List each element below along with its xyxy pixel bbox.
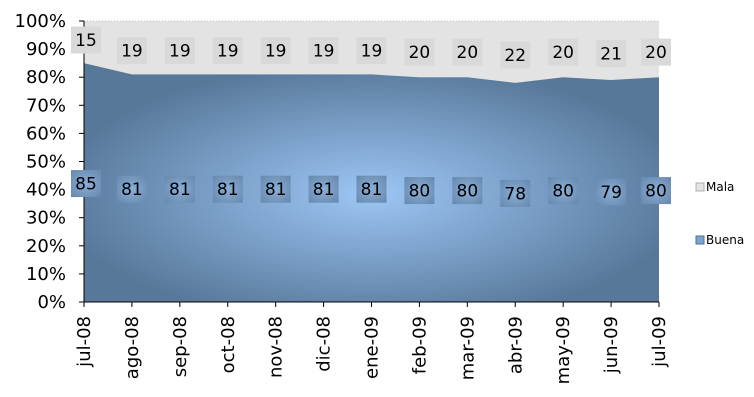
buena-data-label: 80 [645,182,667,202]
mala-label-box [212,37,243,65]
buena-data-label: 81 [217,180,239,200]
buena-label-box [260,175,291,203]
mala-label-box [308,37,339,65]
mala-label-box [116,37,147,65]
buena-data-label: 80 [409,182,431,202]
mala-data-label: 19 [361,42,383,62]
mala-data-label: 19 [313,42,335,62]
x-tick-label: nov-08 [266,316,287,378]
mala-label-box [548,38,579,66]
y-tick-label: 100% [15,11,66,32]
x-tick-label: jun-09 [601,316,622,374]
x-tick-label: may-09 [553,316,574,384]
buena-data-label: 81 [313,180,335,200]
x-tick-label: abr-09 [505,316,526,374]
mala-data-label: 20 [409,43,431,63]
y-tick-label: 10% [26,264,66,285]
mala-data-label: 22 [504,46,526,66]
buena-label-box [596,178,627,206]
legend-item-mala: Mala [695,180,734,194]
mala-label-box [404,38,435,66]
x-tick-label: feb-09 [409,316,430,374]
buena-label-box [404,177,435,205]
buena-data-label: 80 [552,182,574,202]
y-tick-label: 50% [26,152,66,173]
buena-label-box [356,175,387,203]
mala-data-label: 15 [75,31,97,51]
buena-label-box [71,170,101,198]
buena-label-box [641,177,671,205]
buena-data-label: 81 [361,180,383,200]
mala-data-label: 19 [169,42,191,62]
legend-item-buena: Buena [695,233,744,247]
buena-label-box [500,179,531,207]
y-tick-label: 0% [37,292,66,313]
x-tick-label: dic-08 [314,316,335,372]
mala-label-box [356,37,387,65]
buena-label-box [452,177,483,205]
x-tick-label: ago-08 [122,316,143,379]
mala-data-label: 19 [217,42,239,62]
mala-label-box [71,26,101,54]
x-tick-label: mar-09 [457,316,478,380]
legend-label: Mala [706,180,734,194]
legend: Mala Buena [695,180,744,247]
mala-label-box [596,40,627,68]
y-axis: 0% 10% 20% 30% 40% 50% 60% 70% 80% 90% 100% [15,11,85,313]
buena-data-label: 81 [265,180,287,200]
buena-label-box [308,175,339,203]
mala-label-box [641,38,671,66]
buena-label-box [116,175,147,203]
buena-data-label: 81 [121,180,143,200]
y-tick-label: 90% [26,39,66,60]
x-axis: jul-08 ago-08 sep-08 oct-08 nov-08 dic-08 ene-… [74,301,670,384]
mala-label-box [500,41,531,69]
buena-label-box [548,177,579,205]
mala-data-label: 21 [600,45,622,65]
buena-data-label: 81 [169,180,191,200]
buena-label-box [164,175,195,203]
mala-data-label: 20 [645,43,667,63]
mala-label-box [452,38,483,66]
mala-data-label: 20 [552,43,574,63]
y-tick-label: 40% [26,180,66,201]
x-tick-label: jul-08 [74,316,95,368]
x-tick-label: jul-09 [649,316,670,368]
buena-data-label: 85 [75,175,97,195]
mala-label-box [260,37,291,65]
y-tick-label: 80% [26,67,66,88]
mala-data-label: 19 [265,42,287,62]
x-tick-label: ene-09 [362,316,383,379]
y-tick-label: 30% [26,208,66,229]
x-tick-label: oct-08 [218,316,239,373]
mala-label-box [164,37,195,65]
buena-data-label: 79 [600,183,622,203]
y-tick-label: 20% [26,236,66,257]
buena-data-label: 78 [504,184,526,204]
legend-swatch [695,235,705,245]
y-tick-label: 60% [26,123,66,144]
mala-data-label: 19 [121,42,143,62]
buena-data-label: 80 [457,182,479,202]
buena-label-box [212,175,243,203]
y-tick-label: 70% [26,95,66,116]
x-tick-label: sep-08 [170,316,191,377]
legend-swatch [695,182,705,192]
mala-data-label: 20 [457,43,479,63]
data-labels: 85 15 81 19 81 19 81 19 81 19 81 19 81 19 80 20 80 20 78 22… [71,26,671,207]
legend-label: Buena [706,233,744,247]
